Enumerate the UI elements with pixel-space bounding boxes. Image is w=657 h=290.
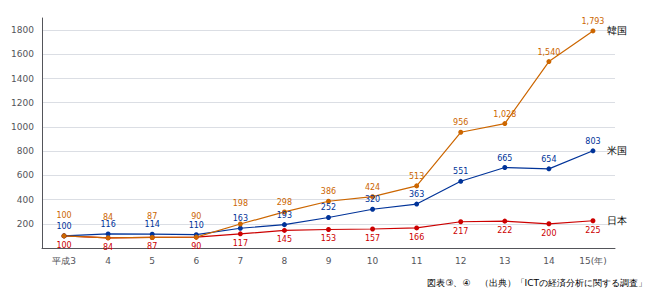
svg-text:424: 424 bbox=[365, 183, 380, 192]
svg-text:1600: 1600 bbox=[11, 49, 34, 59]
svg-text:84: 84 bbox=[103, 213, 113, 222]
svg-text:米国: 米国 bbox=[607, 145, 627, 156]
svg-text:1000: 1000 bbox=[11, 122, 34, 132]
svg-text:10: 10 bbox=[367, 256, 379, 266]
svg-text:14: 14 bbox=[543, 256, 555, 266]
svg-text:145: 145 bbox=[277, 235, 292, 244]
svg-text:5: 5 bbox=[149, 256, 155, 266]
svg-text:1,028: 1,028 bbox=[493, 110, 516, 119]
svg-text:9: 9 bbox=[326, 256, 332, 266]
svg-text:87: 87 bbox=[147, 242, 157, 251]
svg-text:90: 90 bbox=[191, 242, 201, 251]
svg-text:200: 200 bbox=[17, 219, 34, 229]
svg-text:110: 110 bbox=[189, 221, 204, 230]
svg-text:117: 117 bbox=[233, 239, 248, 248]
svg-text:1400: 1400 bbox=[11, 74, 34, 84]
svg-text:11: 11 bbox=[411, 256, 422, 266]
svg-text:7: 7 bbox=[237, 256, 243, 266]
svg-text:13: 13 bbox=[499, 256, 510, 266]
svg-text:551: 551 bbox=[453, 167, 468, 176]
svg-text:100: 100 bbox=[56, 211, 71, 220]
svg-text:166: 166 bbox=[409, 233, 424, 242]
svg-text:平成3: 平成3 bbox=[52, 256, 76, 266]
svg-text:163: 163 bbox=[233, 214, 248, 223]
svg-text:200: 200 bbox=[541, 229, 556, 238]
svg-text:665: 665 bbox=[497, 154, 512, 163]
svg-text:6: 6 bbox=[193, 256, 199, 266]
svg-text:193: 193 bbox=[277, 211, 292, 220]
svg-text:116: 116 bbox=[100, 220, 116, 229]
svg-text:韓国: 韓国 bbox=[607, 25, 627, 36]
svg-text:15(年): 15(年) bbox=[579, 256, 606, 266]
svg-text:400: 400 bbox=[17, 195, 34, 205]
svg-text:363: 363 bbox=[409, 190, 424, 199]
svg-text:320: 320 bbox=[365, 195, 380, 204]
svg-text:153: 153 bbox=[321, 234, 336, 243]
svg-text:217: 217 bbox=[453, 227, 468, 236]
svg-text:4: 4 bbox=[105, 256, 111, 266]
svg-text:図表③、④ （出典）「ICTの経済分析に関する調査」: 図表③、④ （出典）「ICTの経済分析に関する調査」 bbox=[427, 278, 647, 288]
svg-text:1,540: 1,540 bbox=[537, 48, 560, 57]
svg-text:225: 225 bbox=[585, 226, 600, 235]
svg-text:日本: 日本 bbox=[607, 215, 627, 226]
svg-text:8: 8 bbox=[282, 256, 288, 266]
svg-text:654: 654 bbox=[541, 155, 556, 164]
svg-text:956: 956 bbox=[453, 118, 468, 127]
svg-text:90: 90 bbox=[191, 212, 201, 221]
svg-text:386: 386 bbox=[321, 187, 336, 196]
svg-text:1200: 1200 bbox=[11, 98, 34, 108]
svg-text:114: 114 bbox=[145, 220, 160, 229]
svg-text:800: 800 bbox=[17, 146, 34, 156]
svg-text:157: 157 bbox=[365, 234, 380, 243]
svg-text:513: 513 bbox=[409, 172, 424, 181]
svg-text:298: 298 bbox=[277, 198, 292, 207]
svg-text:198: 198 bbox=[233, 199, 248, 208]
svg-text:600: 600 bbox=[17, 170, 34, 180]
svg-text:12: 12 bbox=[455, 256, 466, 266]
svg-text:100: 100 bbox=[56, 222, 71, 231]
svg-text:84: 84 bbox=[103, 243, 113, 252]
svg-text:803: 803 bbox=[585, 137, 600, 146]
svg-text:100: 100 bbox=[56, 241, 71, 250]
svg-text:1800: 1800 bbox=[11, 25, 34, 35]
svg-text:222: 222 bbox=[497, 226, 512, 235]
svg-text:87: 87 bbox=[147, 212, 157, 221]
svg-text:1,793: 1,793 bbox=[582, 17, 605, 26]
svg-text:252: 252 bbox=[321, 203, 336, 212]
